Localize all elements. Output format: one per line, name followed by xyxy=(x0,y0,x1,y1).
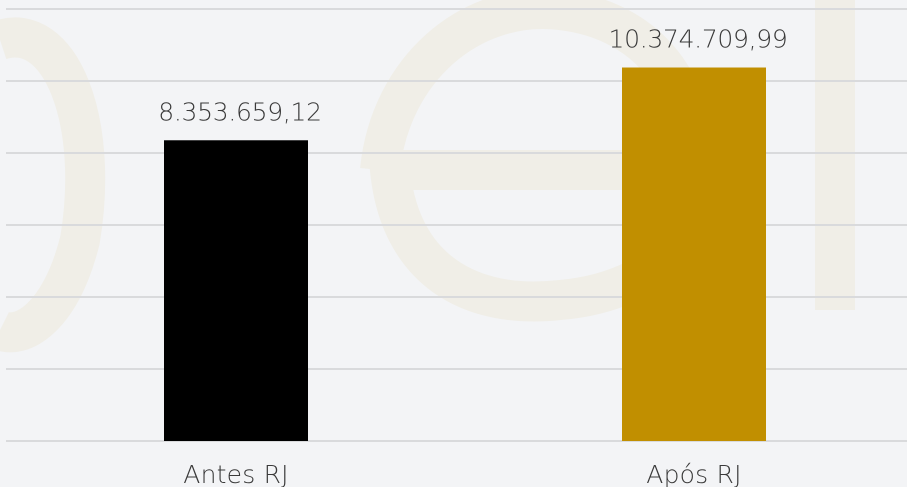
category-label: Antes RJ xyxy=(183,460,288,487)
bars xyxy=(164,67,766,442)
data-label: 8.353.659,12 xyxy=(158,97,321,126)
bar-apos-rj xyxy=(622,67,766,441)
data-label: 10.374.709,99 xyxy=(609,25,788,54)
category-label: Após RJ xyxy=(646,460,741,487)
gridlines xyxy=(6,8,907,442)
data-labels: 8.353.659,12 10.374.709,99 xyxy=(158,25,788,127)
bar-antes-rj xyxy=(164,140,308,442)
category-labels: Antes RJ Após RJ xyxy=(183,460,741,487)
